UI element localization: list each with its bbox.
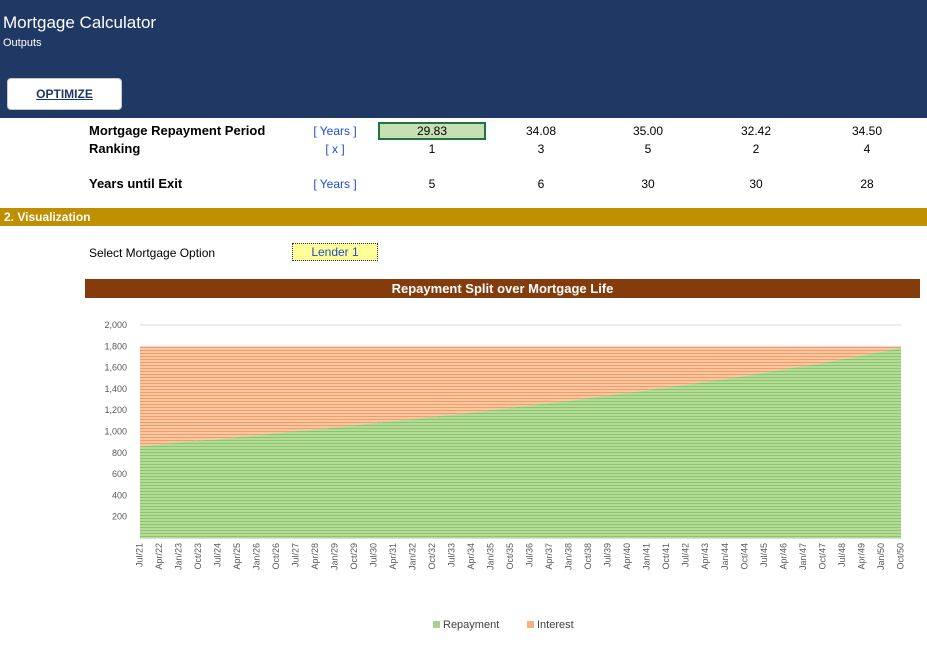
cell-years-until-exit-1[interactable]: 5	[428, 177, 436, 191]
x-tick-label: Jul/48	[837, 543, 847, 567]
y-tick-label: 1,400	[104, 384, 127, 394]
legend-label-repayment: Repayment	[443, 619, 499, 631]
x-tick-label: Jan/47	[798, 543, 808, 570]
row-label-ranking: Ranking	[89, 141, 141, 156]
x-tick-label: Jan/38	[564, 543, 574, 570]
y-tick-label: 2,000	[104, 320, 127, 330]
cell-ranking-1[interactable]: 1	[428, 142, 436, 156]
x-tick-label: Jul/24	[212, 543, 222, 567]
x-tick-label: Oct/32	[427, 543, 437, 570]
y-tick-label: 600	[112, 469, 127, 479]
cell-years-until-exit-4[interactable]: 30	[749, 177, 763, 191]
y-tick-label: 1,600	[104, 363, 127, 373]
x-tick-label: Oct/23	[193, 543, 203, 570]
repayment-split-chart: 200 400 600 800 1,000 1,200 1,400 1,600 1,800 2,0…	[104, 320, 905, 631]
unit-ranking: [ x ]	[325, 142, 345, 156]
cell-ranking-3[interactable]: 5	[644, 142, 652, 156]
x-tick-label: Jan/23	[173, 543, 183, 570]
legend-label-interest: Interest	[537, 619, 574, 631]
x-tick-label: Oct/47	[817, 543, 827, 570]
cell-repayment-period-5[interactable]: 34.50	[851, 124, 883, 138]
series-area-interest	[140, 346, 901, 447]
optimize-button[interactable]: OPTIMIZE	[7, 78, 122, 110]
legend-swatch-interest	[527, 621, 534, 628]
x-tick-label: Apr/28	[310, 543, 320, 570]
x-tick-label: Apr/43	[700, 543, 710, 570]
cell-repayment-period-4[interactable]: 32.42	[740, 124, 772, 138]
cell-repayment-period-1[interactable]: 29.83	[378, 122, 486, 140]
series-area-repayment	[140, 347, 901, 538]
x-tick-label: Jul/39	[603, 543, 613, 567]
section-title: 2. Visualization	[4, 210, 91, 224]
x-tick-label: Apr/40	[622, 543, 632, 570]
x-tick-label: Jul/27	[290, 543, 300, 567]
y-tick-label: 200	[112, 512, 127, 522]
x-tick-label: Apr/22	[154, 543, 164, 570]
x-tick-label: Oct/44	[739, 543, 749, 570]
x-tick-label: Jul/45	[759, 543, 769, 567]
cell-ranking-2[interactable]: 3	[537, 142, 545, 156]
app-title: Mortgage Calculator	[3, 13, 157, 32]
y-tick-label: 1,800	[104, 341, 127, 351]
x-tick-label: Jan/44	[720, 543, 730, 570]
select-mortgage-label: Select Mortgage Option	[89, 246, 216, 260]
x-tick-label: Jan/26	[251, 543, 261, 570]
x-tick-label: Oct/29	[349, 543, 359, 570]
unit-repayment-period: [ Years ]	[313, 124, 357, 138]
x-tick-label: Jan/29	[330, 543, 340, 570]
x-tick-label: Apr/49	[856, 543, 866, 570]
cell-repayment-period-2[interactable]: 34.08	[525, 124, 557, 138]
x-tick-label: Jan/50	[876, 543, 886, 570]
x-tick-label: Apr/37	[544, 543, 554, 570]
row-label-repayment-period: Mortgage Repayment Period	[89, 123, 266, 138]
x-tick-label: Jan/35	[486, 543, 496, 570]
cell-ranking-4[interactable]: 2	[752, 142, 760, 156]
x-tick-label: Apr/31	[388, 543, 398, 570]
unit-years-until-exit: [ Years ]	[313, 177, 357, 191]
y-tick-label: 400	[112, 490, 127, 500]
mortgage-option-select[interactable]: Lender 1	[292, 243, 378, 261]
x-tick-label: Oct/26	[271, 543, 281, 570]
x-tick-label: Oct/35	[505, 543, 515, 570]
row-label-years-until-exit: Years until Exit	[89, 176, 183, 191]
legend-swatch-repayment	[433, 621, 440, 628]
section-header-visualization: 2. Visualization	[0, 208, 927, 226]
x-tick-label: Apr/34	[466, 543, 476, 570]
x-tick-label: Jul/36	[525, 543, 535, 567]
chart-title: Repayment Split over Mortgage Life	[85, 279, 920, 298]
x-tick-label: Jul/21	[134, 543, 144, 567]
cell-ranking-5[interactable]: 4	[863, 142, 871, 156]
y-tick-label: 1,000	[104, 427, 127, 437]
x-tick-label: Oct/41	[661, 543, 671, 570]
app-subtitle: Outputs	[3, 37, 42, 49]
cell-years-until-exit-5[interactable]: 28	[860, 177, 874, 191]
x-tick-label: Jul/33	[447, 543, 457, 567]
x-tick-label: Oct/50	[895, 543, 905, 570]
cell-repayment-period-3[interactable]: 35.00	[632, 124, 664, 138]
cell-years-until-exit-2[interactable]: 6	[537, 177, 545, 191]
x-tick-label: Jan/32	[408, 543, 418, 570]
header-banner: Mortgage Calculator Outputs OPTIMIZE	[0, 0, 927, 118]
x-tick-label: Jul/42	[681, 543, 691, 567]
x-tick-label: Jul/30	[369, 543, 379, 567]
x-tick-label: Oct/38	[583, 543, 593, 570]
cell-years-until-exit-3[interactable]: 30	[641, 177, 655, 191]
x-tick-label: Jan/41	[642, 543, 652, 570]
x-tick-label: Apr/25	[232, 543, 242, 570]
y-tick-label: 800	[112, 448, 127, 458]
y-tick-label: 1,200	[104, 405, 127, 415]
x-tick-label: Apr/46	[778, 543, 788, 570]
